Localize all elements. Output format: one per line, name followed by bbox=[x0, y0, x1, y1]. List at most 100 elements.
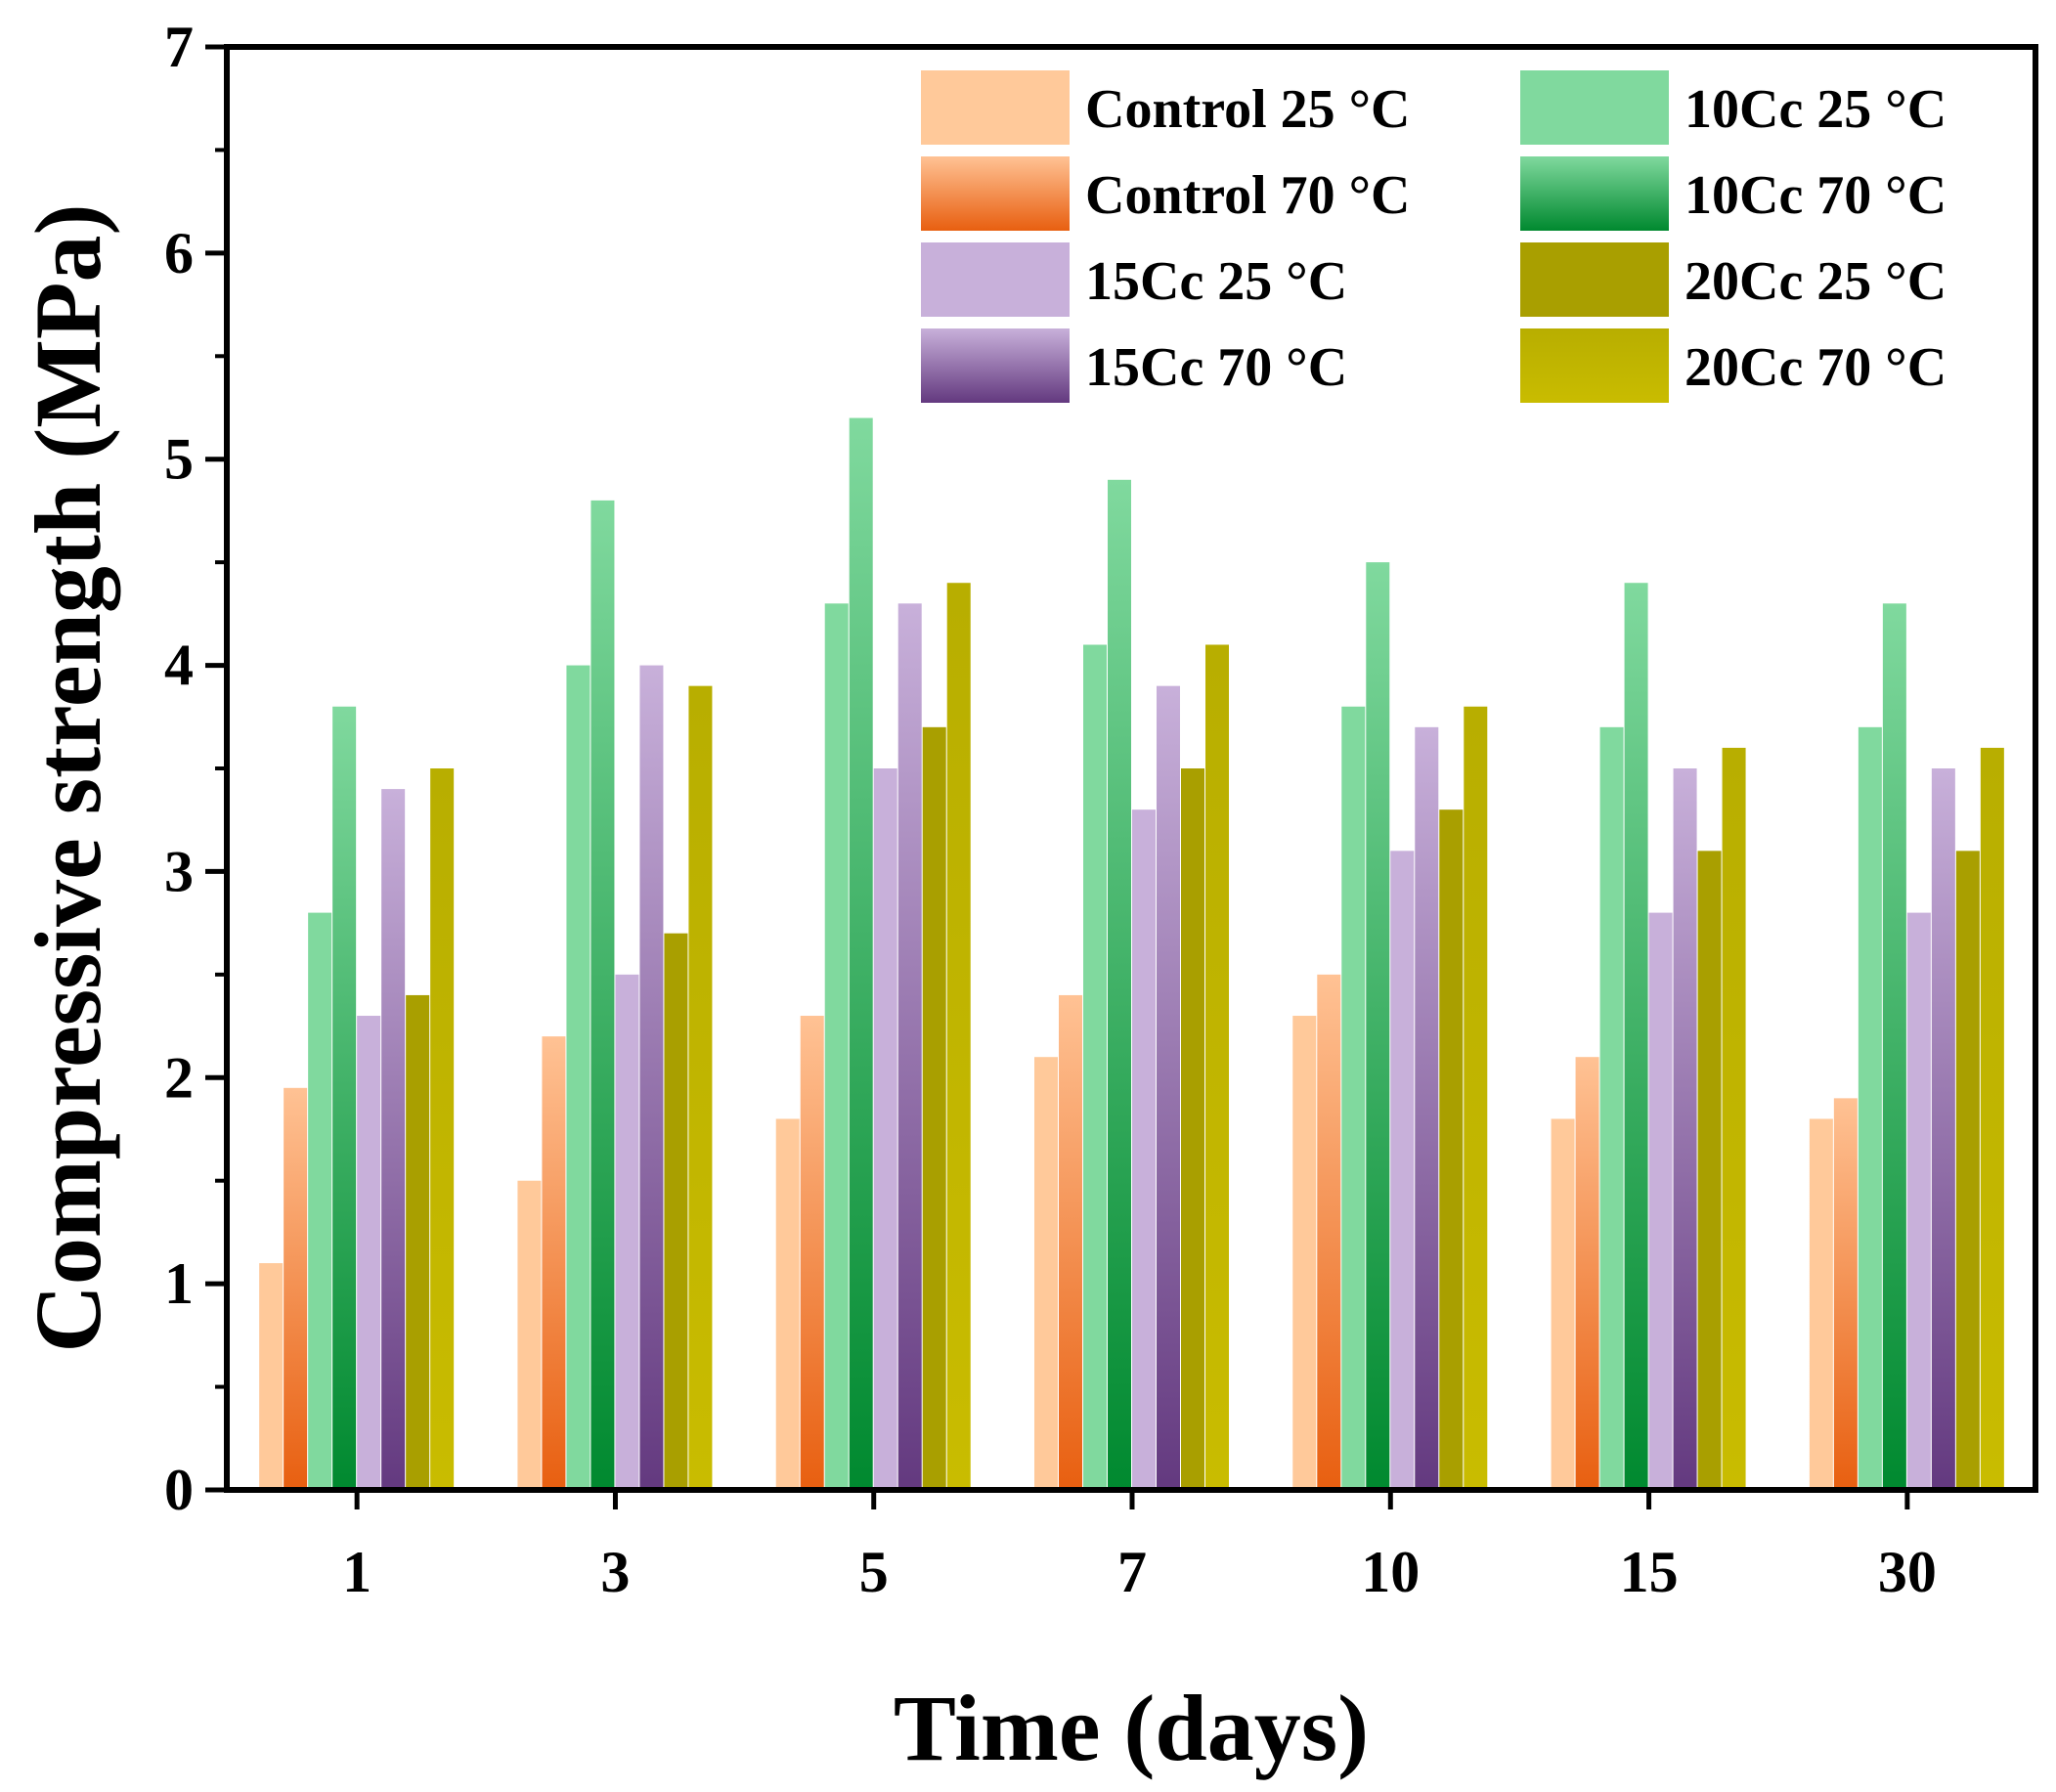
bar-20cc-70-c-day-3 bbox=[688, 685, 713, 1490]
y-tick-label: 0 bbox=[164, 1458, 194, 1522]
bar-20cc-25-c-day-30 bbox=[1955, 851, 1980, 1490]
bar-15cc-25-c-day-5 bbox=[873, 768, 897, 1490]
bar-15cc-25-c-day-10 bbox=[1390, 851, 1415, 1490]
y-axis-title: Compressive strength (MPa) bbox=[16, 204, 120, 1353]
legend-label: 10Cc 25 °C bbox=[1684, 79, 1947, 140]
y-tick-label: 3 bbox=[164, 839, 194, 903]
bar-20cc-25-c-day-5 bbox=[922, 726, 946, 1490]
bar-10cc-70-c-day-7 bbox=[1108, 479, 1131, 1490]
legend-item: Control 25 °C bbox=[921, 70, 1410, 145]
bar-10cc-25-c-day-5 bbox=[824, 603, 849, 1490]
bar-15cc-25-c-day-15 bbox=[1648, 912, 1673, 1490]
bar-20cc-25-c-day-10 bbox=[1439, 809, 1464, 1490]
y-tick-label: 6 bbox=[164, 221, 194, 285]
legend-item: 20Cc 25 °C bbox=[1520, 242, 1947, 317]
legend-label: Control 70 °C bbox=[1085, 165, 1410, 226]
y-tick-label: 5 bbox=[164, 427, 194, 492]
bar-15cc-70-c-day-5 bbox=[897, 603, 922, 1490]
legend-swatch bbox=[921, 242, 1070, 317]
bar-10cc-25-c-day-30 bbox=[1858, 726, 1882, 1490]
bar-10cc-25-c-day-3 bbox=[566, 665, 591, 1490]
bar-15cc-70-c-day-15 bbox=[1673, 768, 1697, 1490]
bar-control-25-c-day-7 bbox=[1034, 1057, 1058, 1490]
bar-10cc-70-c-day-5 bbox=[849, 417, 873, 1490]
x-tick-label: 1 bbox=[342, 1540, 372, 1604]
bar-20cc-70-c-day-10 bbox=[1464, 706, 1488, 1490]
legend-label: 15Cc 25 °C bbox=[1085, 251, 1347, 312]
bar-20cc-70-c-day-15 bbox=[1722, 747, 1746, 1490]
bar-15cc-70-c-day-7 bbox=[1157, 685, 1180, 1490]
bar-15cc-25-c-day-1 bbox=[357, 1016, 381, 1490]
bar-20cc-25-c-day-15 bbox=[1697, 851, 1722, 1490]
legend-item: 15Cc 70 °C bbox=[921, 328, 1347, 403]
bar-control-25-c-day-30 bbox=[1809, 1118, 1833, 1490]
bar-control-70-c-day-3 bbox=[542, 1036, 566, 1490]
legend-item: 20Cc 70 °C bbox=[1520, 328, 1947, 403]
x-tick-label: 3 bbox=[600, 1540, 630, 1604]
bar-10cc-25-c-day-7 bbox=[1083, 644, 1107, 1490]
bar-10cc-25-c-day-1 bbox=[308, 912, 332, 1490]
bar-20cc-25-c-day-3 bbox=[664, 933, 688, 1490]
bar-20cc-70-c-day-1 bbox=[430, 768, 455, 1490]
legend-item: 10Cc 25 °C bbox=[1520, 70, 1947, 145]
legend-item: Control 70 °C bbox=[921, 156, 1410, 231]
bar-10cc-25-c-day-10 bbox=[1341, 706, 1366, 1490]
bar-control-70-c-day-30 bbox=[1833, 1098, 1858, 1490]
x-axis-title: Time (days) bbox=[894, 1676, 1369, 1780]
legend-swatch bbox=[1520, 70, 1669, 145]
bar-control-25-c-day-15 bbox=[1551, 1118, 1575, 1490]
legend-item: 15Cc 25 °C bbox=[921, 242, 1347, 317]
bar-10cc-70-c-day-15 bbox=[1624, 583, 1648, 1490]
x-axis-ticks: 1 3 5 7 10 15 30 bbox=[342, 1490, 1937, 1604]
x-tick-label: 10 bbox=[1361, 1540, 1420, 1604]
bar-15cc-70-c-day-1 bbox=[381, 789, 406, 1490]
bar-20cc-70-c-day-5 bbox=[946, 583, 971, 1490]
bar-20cc-70-c-day-30 bbox=[1980, 747, 2004, 1490]
legend-swatch bbox=[921, 70, 1070, 145]
bar-10cc-70-c-day-3 bbox=[591, 500, 615, 1490]
bar-20cc-25-c-day-7 bbox=[1181, 768, 1204, 1490]
bar-20cc-25-c-day-1 bbox=[406, 994, 430, 1490]
x-tick-label: 7 bbox=[1117, 1540, 1147, 1604]
legend-item: 10Cc 70 °C bbox=[1520, 156, 1947, 231]
x-tick-label: 30 bbox=[1878, 1540, 1937, 1604]
legend-swatch bbox=[1520, 328, 1669, 403]
x-tick-label: 5 bbox=[859, 1540, 889, 1604]
legend-swatch bbox=[921, 328, 1070, 403]
legend-label: 20Cc 25 °C bbox=[1684, 251, 1947, 312]
y-tick-label: 2 bbox=[164, 1045, 194, 1110]
bar-control-25-c-day-5 bbox=[775, 1118, 800, 1490]
bar-15cc-70-c-day-30 bbox=[1931, 768, 1955, 1490]
bar-control-70-c-day-1 bbox=[284, 1087, 308, 1490]
bar-control-70-c-day-10 bbox=[1317, 974, 1341, 1490]
bar-control-25-c-day-10 bbox=[1292, 1016, 1317, 1490]
legend-swatch bbox=[1520, 156, 1669, 231]
legend-label: 10Cc 70 °C bbox=[1684, 165, 1947, 226]
bar-10cc-70-c-day-30 bbox=[1882, 603, 1906, 1490]
bar-control-70-c-day-5 bbox=[800, 1016, 824, 1490]
legend-swatch bbox=[921, 156, 1070, 231]
legend-label: Control 25 °C bbox=[1085, 79, 1410, 140]
y-tick-label: 1 bbox=[164, 1251, 194, 1316]
bar-15cc-25-c-day-7 bbox=[1132, 809, 1156, 1490]
bar-10cc-70-c-day-1 bbox=[332, 706, 357, 1490]
legend-label: 15Cc 70 °C bbox=[1085, 337, 1347, 398]
bar-10cc-70-c-day-10 bbox=[1366, 562, 1390, 1490]
legend-swatch bbox=[1520, 242, 1669, 317]
bar-15cc-25-c-day-3 bbox=[615, 974, 639, 1490]
bar-20cc-70-c-day-7 bbox=[1205, 644, 1229, 1490]
bar-10cc-25-c-day-15 bbox=[1599, 726, 1624, 1490]
bar-15cc-70-c-day-3 bbox=[639, 665, 664, 1490]
bar-15cc-25-c-day-30 bbox=[1906, 912, 1931, 1490]
y-axis-ticks: 0 1 2 3 4 5 6 7 bbox=[164, 15, 227, 1522]
legend: Control 25 °C Control 70 °C 15Cc 25 °C 15Cc… bbox=[921, 70, 1947, 403]
bar-control-70-c-day-7 bbox=[1059, 994, 1082, 1490]
bar-control-25-c-day-1 bbox=[259, 1263, 284, 1490]
bar-control-25-c-day-3 bbox=[517, 1180, 542, 1490]
x-tick-label: 15 bbox=[1620, 1540, 1679, 1604]
y-tick-label: 4 bbox=[164, 634, 194, 698]
bars-group bbox=[259, 417, 2004, 1490]
legend-label: 20Cc 70 °C bbox=[1684, 337, 1947, 398]
y-tick-label: 7 bbox=[164, 15, 194, 79]
